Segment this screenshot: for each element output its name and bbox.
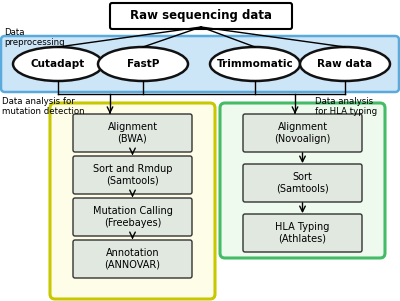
Text: Raw sequencing data: Raw sequencing data xyxy=(130,10,272,23)
Ellipse shape xyxy=(300,47,390,81)
Ellipse shape xyxy=(210,47,300,81)
Text: Trimmomatic: Trimmomatic xyxy=(217,59,293,69)
FancyBboxPatch shape xyxy=(243,164,362,202)
Text: Sort and Rmdup
(Samtools): Sort and Rmdup (Samtools) xyxy=(93,164,172,186)
Text: Data analysis for
mutation detection: Data analysis for mutation detection xyxy=(2,97,85,116)
Ellipse shape xyxy=(98,47,188,81)
Text: HLA Typing
(Athlates): HLA Typing (Athlates) xyxy=(275,222,330,244)
FancyBboxPatch shape xyxy=(73,198,192,236)
FancyBboxPatch shape xyxy=(243,214,362,252)
Text: Alignment
(BWA): Alignment (BWA) xyxy=(108,122,158,144)
Text: FastP: FastP xyxy=(127,59,159,69)
FancyBboxPatch shape xyxy=(50,103,215,299)
FancyBboxPatch shape xyxy=(110,3,292,29)
Text: Cutadapt: Cutadapt xyxy=(31,59,85,69)
Text: Mutation Calling
(Freebayes): Mutation Calling (Freebayes) xyxy=(92,206,172,228)
FancyBboxPatch shape xyxy=(73,156,192,194)
Text: Data
preprocessing: Data preprocessing xyxy=(4,28,65,47)
Text: Data analysis
for HLA typing: Data analysis for HLA typing xyxy=(315,97,377,116)
Text: Sort
(Samtools): Sort (Samtools) xyxy=(276,172,329,194)
Text: Raw data: Raw data xyxy=(318,59,372,69)
FancyBboxPatch shape xyxy=(1,36,399,92)
Text: Alignment
(Novoalign): Alignment (Novoalign) xyxy=(274,122,331,144)
Text: Annotation
(ANNOVAR): Annotation (ANNOVAR) xyxy=(104,248,160,270)
FancyBboxPatch shape xyxy=(220,103,385,258)
FancyBboxPatch shape xyxy=(243,114,362,152)
FancyBboxPatch shape xyxy=(73,240,192,278)
FancyBboxPatch shape xyxy=(73,114,192,152)
Ellipse shape xyxy=(13,47,103,81)
